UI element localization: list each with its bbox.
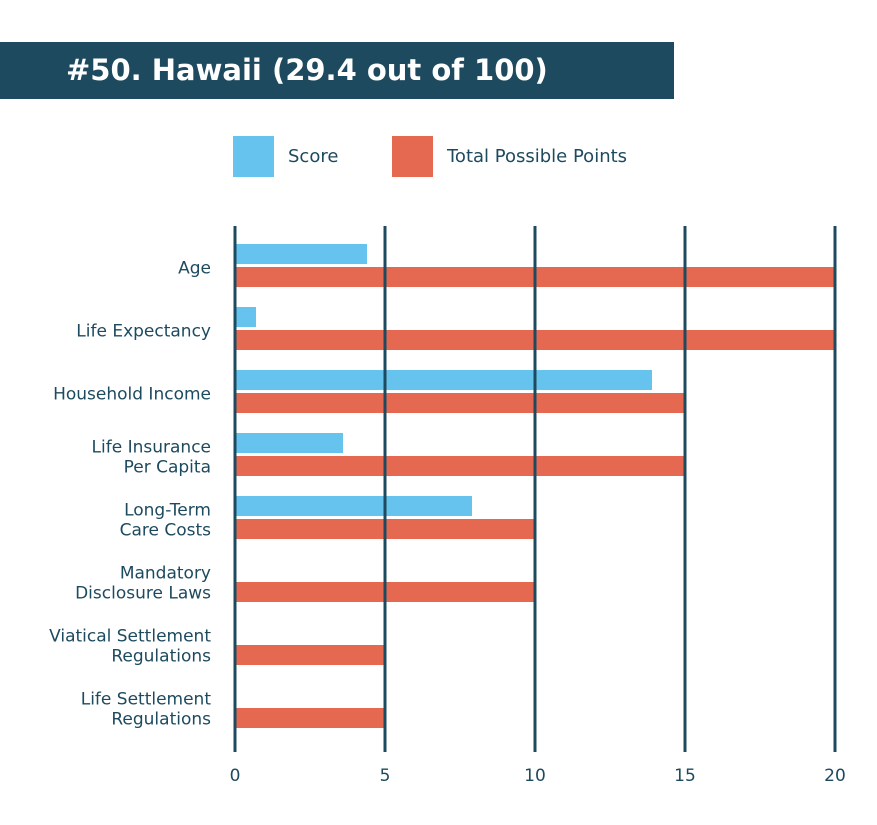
bar-score (235, 370, 652, 390)
bar-total-possible (235, 708, 385, 728)
chart-title: #50. Hawaii (29.4 out of 100) (66, 53, 548, 87)
bar-total-possible (235, 393, 685, 413)
legend-label-total: Total Possible Points (447, 146, 628, 167)
bar-score (235, 496, 472, 516)
bar-score (235, 433, 343, 453)
legend-swatch-score (233, 136, 274, 177)
bar-total-possible (235, 645, 385, 665)
legend-swatch-total (392, 136, 433, 177)
category-label: Long-Term Care Costs (120, 501, 212, 541)
legend-label-score: Score (288, 146, 339, 167)
x-tick-label: 10 (524, 766, 546, 786)
category-label: Life Insurance Per Capita (92, 438, 211, 478)
category-label: Life Settlement Regulations (81, 690, 212, 730)
x-tick-label: 5 (380, 766, 391, 786)
x-tick-label: 15 (674, 766, 696, 786)
category-label: Life Expectancy (76, 322, 211, 342)
x-tick-label: 0 (230, 766, 241, 786)
x-tick-label: 20 (824, 766, 846, 786)
category-label: Viatical Settlement Regulations (49, 627, 211, 667)
title-banner: #50. Hawaii (29.4 out of 100) (0, 42, 674, 99)
category-label: Age (178, 259, 211, 279)
bar-score (235, 307, 256, 327)
category-label: Mandatory Disclosure Laws (75, 564, 211, 604)
category-label: Household Income (53, 385, 211, 405)
bar-total-possible (235, 456, 685, 476)
bar-score (235, 244, 367, 264)
